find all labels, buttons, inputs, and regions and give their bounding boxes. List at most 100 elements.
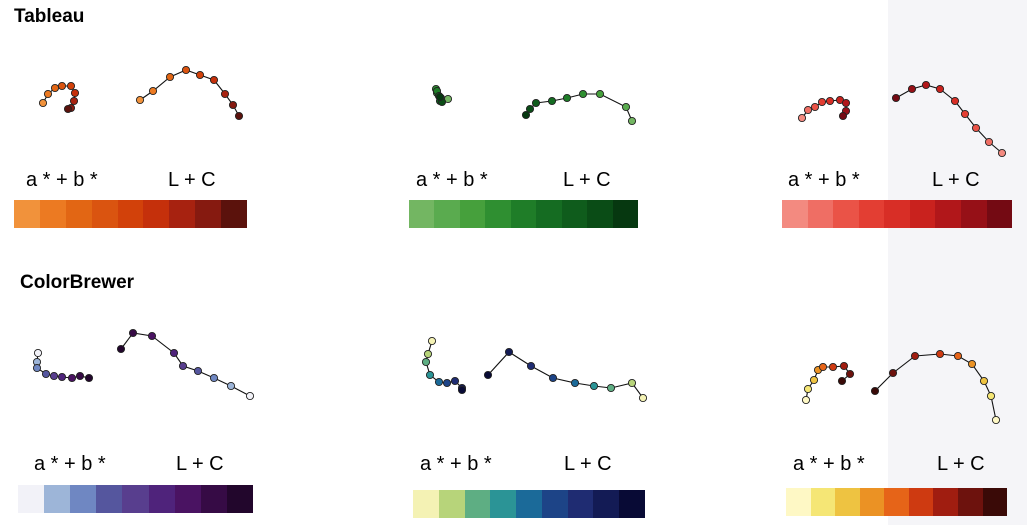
color-path-point — [75, 371, 85, 381]
color-path-point — [570, 378, 580, 388]
color-swatch — [884, 200, 910, 228]
color-path-point — [562, 93, 572, 103]
label-ab-colorbrewer-yellow: a * + b * — [793, 453, 865, 475]
color-swatch — [982, 488, 1008, 516]
color-swatch — [438, 490, 465, 518]
color-path-point — [953, 351, 963, 361]
swatch-strip-tableau-green — [409, 200, 638, 228]
label-lc-tableau-orange: L + C — [168, 169, 216, 191]
color-path-point — [442, 378, 452, 388]
color-path-point — [907, 84, 917, 94]
color-swatch — [200, 485, 227, 513]
color-path-point — [38, 98, 48, 108]
color-swatch — [65, 200, 92, 228]
color-swatch — [44, 485, 71, 513]
color-swatch — [464, 490, 491, 518]
color-path-point — [891, 93, 901, 103]
color-swatch — [195, 200, 222, 228]
swatch-strip-colorbrewer-yellow — [786, 488, 1008, 516]
color-path-point — [803, 384, 813, 394]
color-path-point — [991, 415, 1001, 425]
color-path-point — [116, 344, 126, 354]
color-path-point — [423, 349, 433, 359]
label-lc-colorbrewer-purple: L + C — [176, 453, 224, 475]
color-swatch — [413, 490, 439, 518]
color-path-point — [69, 96, 79, 106]
color-path-point — [589, 381, 599, 391]
color-path-point — [148, 86, 158, 96]
color-path-point — [935, 84, 945, 94]
label-ab-tableau-orange: a * + b * — [26, 169, 98, 191]
color-path-point — [450, 376, 460, 386]
color-swatch — [612, 200, 638, 228]
color-path-point — [33, 348, 43, 358]
color-path-point — [547, 96, 557, 106]
label-ab-colorbrewer-blue: a * + b * — [420, 453, 492, 475]
color-swatch — [409, 200, 435, 228]
color-swatch — [510, 200, 537, 228]
color-path-point — [578, 89, 588, 99]
color-path-point — [810, 102, 820, 112]
color-swatch — [169, 200, 196, 228]
label-lc-tableau-red: L + C — [932, 169, 980, 191]
color-swatch — [541, 490, 568, 518]
color-path-point — [986, 391, 996, 401]
color-path-line — [874, 353, 997, 421]
color-path-point — [638, 393, 648, 403]
label-ab-colorbrewer-purple: a * + b * — [34, 453, 106, 475]
color-path-point — [209, 75, 219, 85]
color-path-point — [421, 357, 431, 367]
color-path-point — [984, 137, 994, 147]
color-path-point — [228, 100, 238, 110]
color-path-point — [67, 373, 77, 383]
color-swatch — [485, 200, 511, 228]
color-swatch — [561, 200, 588, 228]
color-swatch — [143, 200, 170, 228]
color-path-point — [837, 376, 847, 386]
color-path-point — [817, 97, 827, 107]
color-path-point — [57, 372, 67, 382]
color-swatch — [986, 200, 1013, 228]
color-path-point — [195, 70, 205, 80]
color-path-point — [70, 88, 80, 98]
color-path-point — [66, 81, 76, 91]
color-path-point — [425, 370, 435, 380]
color-swatch — [782, 200, 808, 228]
color-path-point — [181, 65, 191, 75]
color-swatch — [884, 488, 909, 516]
color-path-point — [147, 331, 157, 341]
color-path-point — [220, 89, 230, 99]
color-path-point — [178, 361, 188, 371]
color-swatch — [833, 200, 859, 228]
color-path-point — [627, 378, 637, 388]
color-path-point — [971, 123, 981, 133]
color-path-point — [845, 369, 855, 379]
color-path-point — [135, 95, 145, 105]
color-path-point — [193, 366, 203, 376]
color-swatch — [148, 485, 175, 513]
section-title-tableau: Tableau — [14, 6, 85, 27]
color-path-point — [627, 116, 637, 126]
color-swatch — [909, 200, 936, 228]
color-swatch — [908, 488, 934, 516]
color-path-point — [809, 375, 819, 385]
color-path-point — [165, 72, 175, 82]
swatch-strip-colorbrewer-purple — [18, 485, 253, 513]
color-path-point — [606, 383, 616, 393]
swatch-strip-colorbrewer-blue — [413, 490, 646, 518]
color-path-point — [84, 373, 94, 383]
color-path-point — [483, 370, 493, 380]
color-swatch — [567, 490, 594, 518]
color-swatch — [810, 488, 836, 516]
color-path-point — [526, 361, 536, 371]
color-swatch — [70, 485, 97, 513]
color-path-point — [43, 89, 53, 99]
swatch-strip-tableau-orange — [14, 200, 248, 228]
label-ab-tableau-red: a * + b * — [788, 169, 860, 191]
color-path-point — [63, 104, 73, 114]
color-path-point — [457, 385, 467, 395]
color-path-point — [209, 373, 219, 383]
color-swatch — [221, 200, 248, 228]
color-path-point — [434, 377, 444, 387]
color-path-point — [621, 102, 631, 112]
